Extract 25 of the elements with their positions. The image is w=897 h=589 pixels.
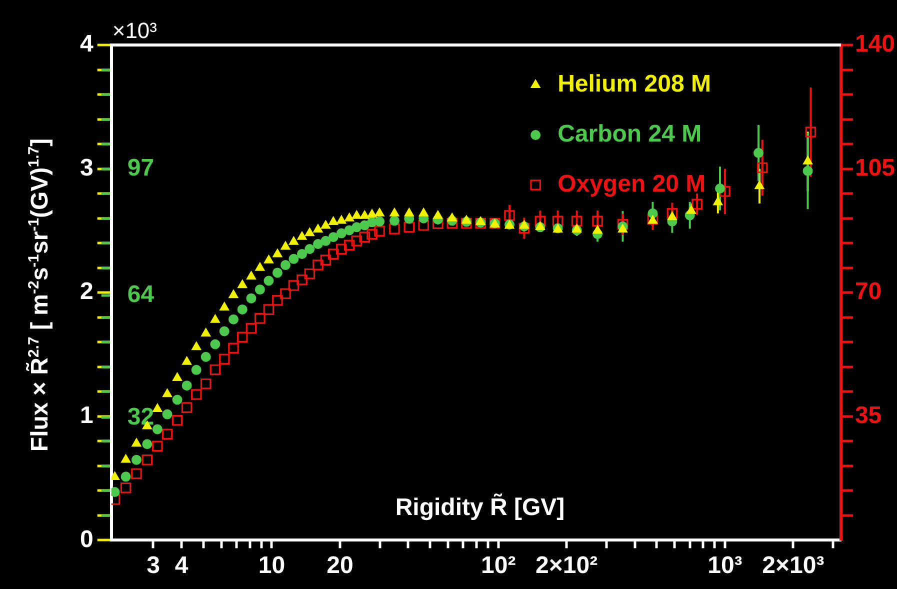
y-tick-label: 4 xyxy=(80,30,94,58)
x-tick-label: 4 xyxy=(174,552,189,580)
x-tick-label: 10 xyxy=(258,552,286,580)
legend-label: Carbon 24 M xyxy=(558,120,702,148)
y2-tick-label: 35 xyxy=(854,402,882,430)
legend-label: Oxygen 20 M xyxy=(558,170,706,198)
y-tick-label: 2 xyxy=(80,278,94,306)
y-tick-label: 3 xyxy=(80,154,94,182)
x-tick-label: 10³ xyxy=(708,552,742,580)
x-axis-title: Rigidity R̃ [GV] xyxy=(395,494,565,522)
y-tick-label: 1 xyxy=(80,402,94,430)
x-tick-label: 2×10² xyxy=(536,552,598,580)
y3-tick-label: 64 xyxy=(127,280,155,308)
text: ×10³ xyxy=(112,18,158,44)
y3-tick-label: 97 xyxy=(127,154,154,182)
y2-tick-label: 105 xyxy=(854,154,896,182)
y3-tick-label: 32 xyxy=(127,403,154,430)
legend-label: Helium 208 M xyxy=(558,70,711,98)
y-tick-label: 0 xyxy=(80,526,94,553)
y2-tick-label: 140 xyxy=(854,30,896,58)
x-tick-label: 20 xyxy=(326,552,354,580)
x-tick-label: 10² xyxy=(481,552,516,580)
x-tick-label: 3 xyxy=(146,552,160,580)
x-tick-label: 2×10³ xyxy=(762,552,824,580)
y2-tick-label: 70 xyxy=(854,278,882,306)
